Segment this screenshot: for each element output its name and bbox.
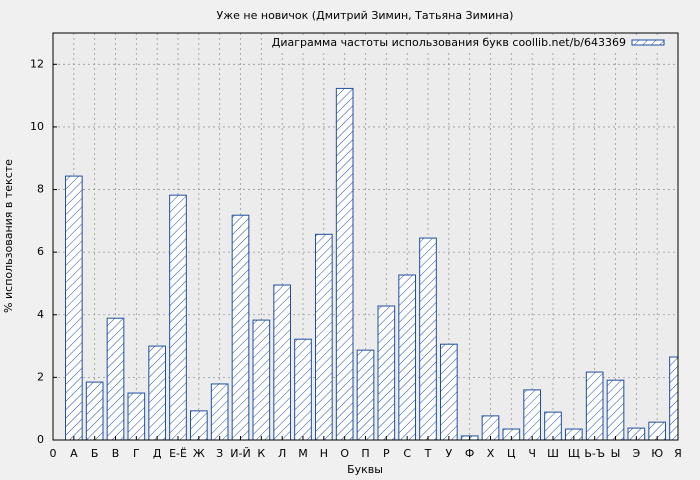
bar xyxy=(440,343,458,440)
x-tick-label: З xyxy=(216,447,223,460)
bar xyxy=(627,427,646,440)
x-tick-label: В xyxy=(112,447,120,460)
y-tick-label: 12 xyxy=(30,57,44,70)
y-tick-label: 6 xyxy=(37,245,44,258)
x-tick-label: Б xyxy=(91,447,99,460)
bar xyxy=(273,284,292,440)
bar xyxy=(127,392,146,440)
bar xyxy=(544,411,562,440)
x-tick-label: И-Й xyxy=(230,447,250,460)
bar xyxy=(398,274,417,440)
x-tick-label: К xyxy=(257,447,265,460)
x-tick-label: С xyxy=(403,447,411,460)
x-tick-label: Ж xyxy=(193,447,205,460)
bar xyxy=(106,317,125,440)
x-tick-label: Р xyxy=(383,447,390,460)
bar xyxy=(148,345,166,440)
x-tick-label: Л xyxy=(278,447,286,460)
bar xyxy=(65,175,83,440)
x-tick-label: Ю xyxy=(651,447,663,460)
bar xyxy=(231,214,250,440)
x-axis-label: Буквы xyxy=(347,463,383,476)
x-tick-label: Г xyxy=(133,447,140,460)
legend-box xyxy=(267,35,666,51)
x-tick-label: Ч xyxy=(528,447,536,460)
x-tick-label: Н xyxy=(320,447,328,460)
y-tick-label: 8 xyxy=(37,183,44,196)
x-tick-label: Ы xyxy=(611,447,621,460)
x-tick-label: Ш xyxy=(547,447,559,460)
x-tick-label: Д xyxy=(153,447,162,460)
bar xyxy=(377,305,396,440)
legend-swatch xyxy=(631,39,665,46)
x-tick-label: Х xyxy=(487,447,495,460)
bar xyxy=(419,237,437,440)
x-tick-label: Ф xyxy=(465,447,474,460)
bar xyxy=(356,349,375,440)
bar xyxy=(585,371,604,440)
x-tick-label: А xyxy=(70,447,78,460)
bars xyxy=(65,87,678,440)
bar xyxy=(669,356,678,440)
plot-frame xyxy=(52,32,679,441)
x-tick-label: У xyxy=(445,447,452,460)
bar xyxy=(523,389,541,440)
x-tick-label: О xyxy=(340,447,349,460)
bar xyxy=(190,410,208,440)
x-tick-label: М xyxy=(298,447,308,460)
x-tick-label: Е-Ё xyxy=(169,447,187,460)
bar xyxy=(606,379,625,440)
x-tick-label: 0 xyxy=(50,447,57,460)
x-tick-label: Ц xyxy=(507,447,516,460)
bar xyxy=(85,381,104,440)
bar xyxy=(169,194,187,440)
x-tick-label: Э xyxy=(632,447,640,460)
y-tick-label: 4 xyxy=(37,308,44,321)
bar xyxy=(315,233,333,440)
y-tick-label: 10 xyxy=(30,120,44,133)
bar xyxy=(210,383,229,440)
x-tick-label: Т xyxy=(424,447,432,460)
x-tick-label: Я xyxy=(674,447,682,460)
legend-label: Диаграмма частоты использования букв coo… xyxy=(272,36,626,49)
bar xyxy=(252,319,271,440)
chart-title: Уже не новичок (Дмитрий Зимин, Татьяна З… xyxy=(217,9,514,22)
bar xyxy=(294,338,312,440)
bar xyxy=(335,87,354,440)
x-tick-label: Щ xyxy=(568,447,580,460)
x-tick-label: Ь-Ъ xyxy=(584,447,605,460)
x-tick-label: П xyxy=(361,447,369,460)
y-axis-label: % использования в тексте xyxy=(2,159,15,313)
y-tick-label: 0 xyxy=(37,433,44,446)
legend: Диаграмма частоты использования букв coo… xyxy=(267,35,666,51)
y-tick-label: 2 xyxy=(37,370,44,383)
